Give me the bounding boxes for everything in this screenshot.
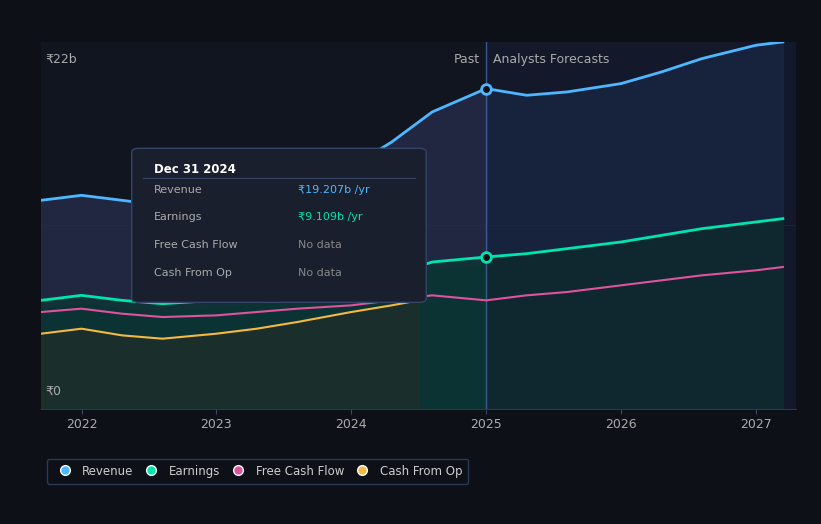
- Text: Dec 31 2024: Dec 31 2024: [154, 163, 236, 176]
- Text: Revenue: Revenue: [154, 185, 203, 195]
- Text: ₹9.109b /yr: ₹9.109b /yr: [298, 212, 362, 223]
- Text: Free Cash Flow: Free Cash Flow: [154, 240, 238, 250]
- Text: ₹0: ₹0: [45, 385, 61, 398]
- Text: ₹19.207b /yr: ₹19.207b /yr: [298, 185, 369, 195]
- Bar: [41, 42, 486, 409]
- Legend: Revenue, Earnings, Free Cash Flow, Cash From Op: Revenue, Earnings, Free Cash Flow, Cash …: [47, 458, 468, 484]
- Text: ₹22b: ₹22b: [45, 53, 76, 66]
- FancyBboxPatch shape: [131, 148, 426, 302]
- Bar: [486, 42, 796, 409]
- Text: Analysts Forecasts: Analysts Forecasts: [493, 53, 609, 66]
- Text: Past: Past: [453, 53, 479, 66]
- Text: No data: No data: [298, 240, 342, 250]
- Text: Earnings: Earnings: [154, 212, 203, 223]
- Text: No data: No data: [298, 267, 342, 278]
- Text: Cash From Op: Cash From Op: [154, 267, 232, 278]
